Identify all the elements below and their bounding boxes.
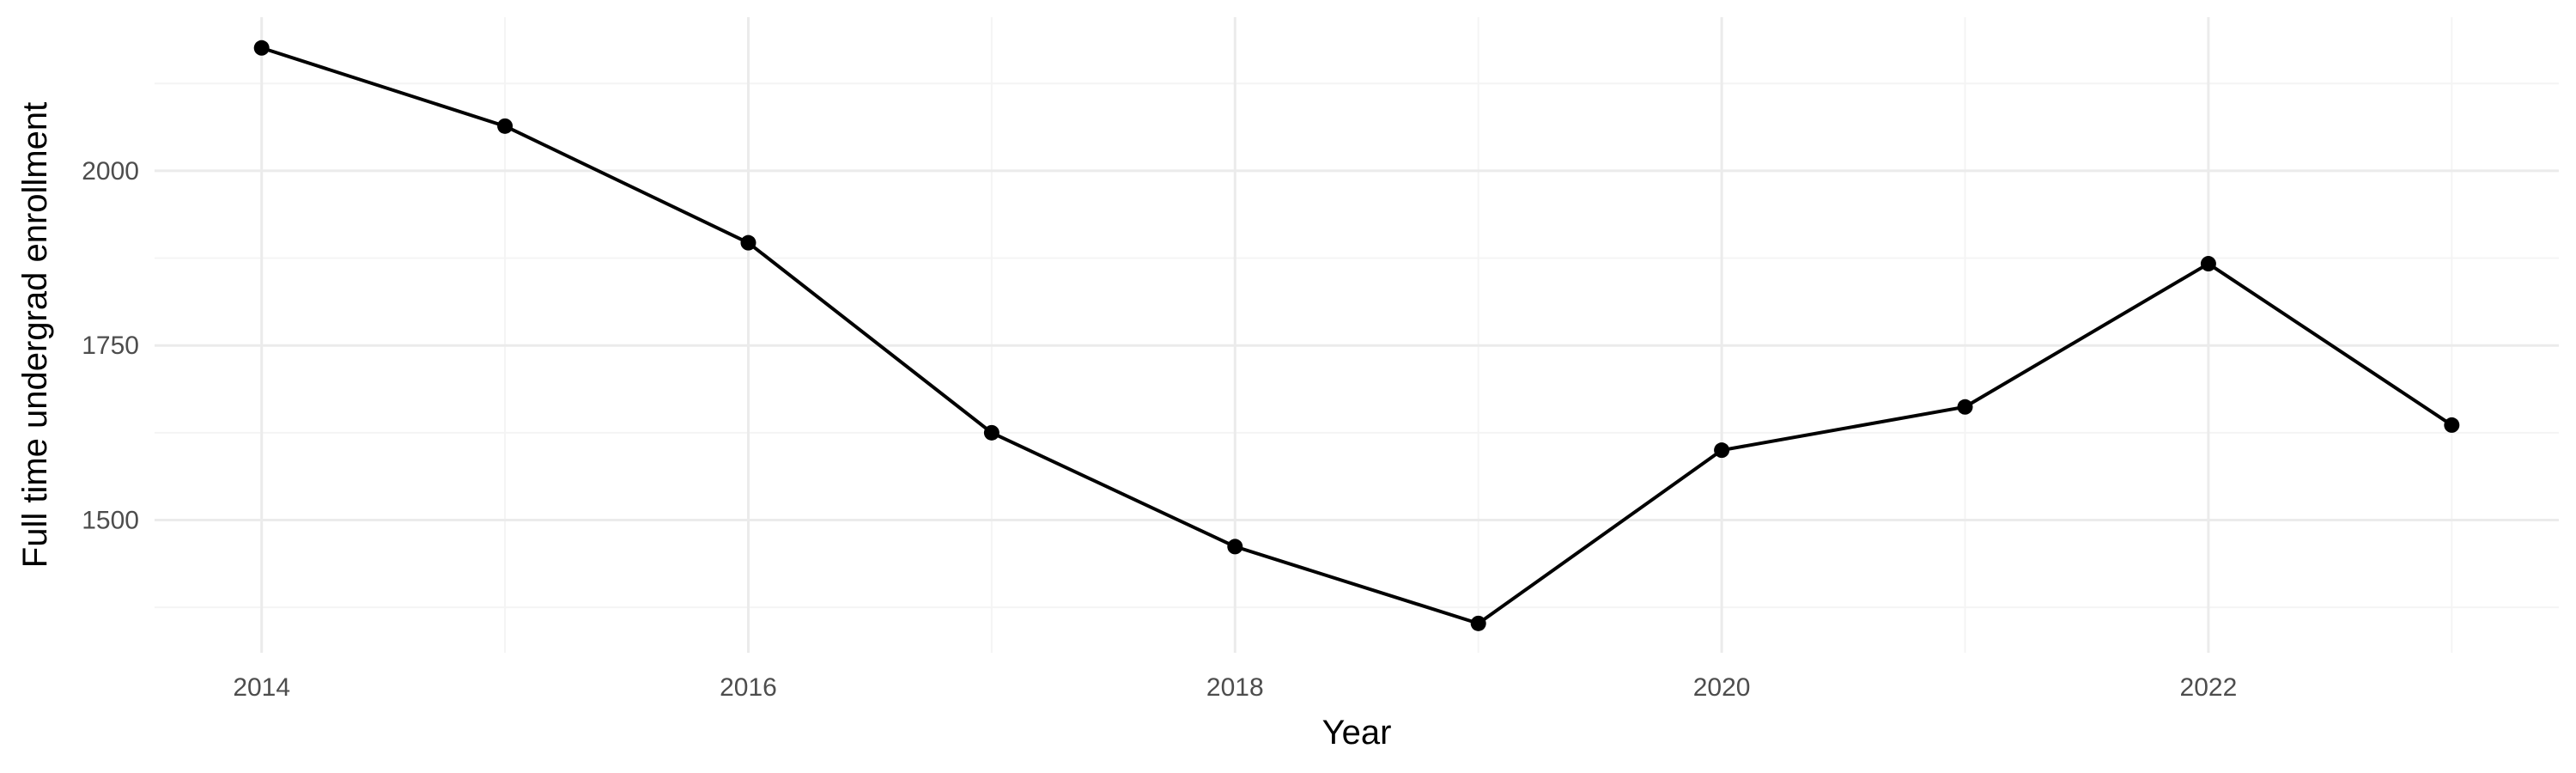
y-axis-title: Full time undergrad enrollment	[16, 102, 54, 568]
series	[253, 40, 2460, 631]
data-point	[1714, 442, 1730, 459]
data-point	[497, 118, 513, 134]
x-axis-ticks: 2014 2016 2018 2020 2022	[233, 673, 2237, 702]
data-point	[2444, 417, 2460, 433]
grid	[155, 17, 2559, 653]
y-tick-label: 1500	[82, 506, 139, 534]
x-axis-title: Year	[1322, 714, 1392, 752]
x-tick-label: 2014	[233, 673, 290, 702]
data-point	[1470, 615, 1486, 631]
y-tick-label: 2000	[82, 157, 139, 186]
data-point	[2200, 256, 2216, 272]
data-point	[1227, 539, 1243, 555]
x-tick-label: 2018	[1206, 673, 1264, 702]
x-tick-label: 2016	[720, 673, 777, 702]
x-tick-label: 2020	[1693, 673, 1751, 702]
y-axis-ticks: 1500 1750 2000	[82, 157, 139, 535]
data-point	[253, 40, 270, 56]
data-point	[740, 234, 756, 251]
data-point	[983, 424, 999, 441]
data-point	[1957, 399, 1973, 415]
series-line	[261, 46, 2453, 625]
y-tick-label: 1750	[82, 332, 139, 360]
x-tick-label: 2022	[2180, 673, 2238, 702]
